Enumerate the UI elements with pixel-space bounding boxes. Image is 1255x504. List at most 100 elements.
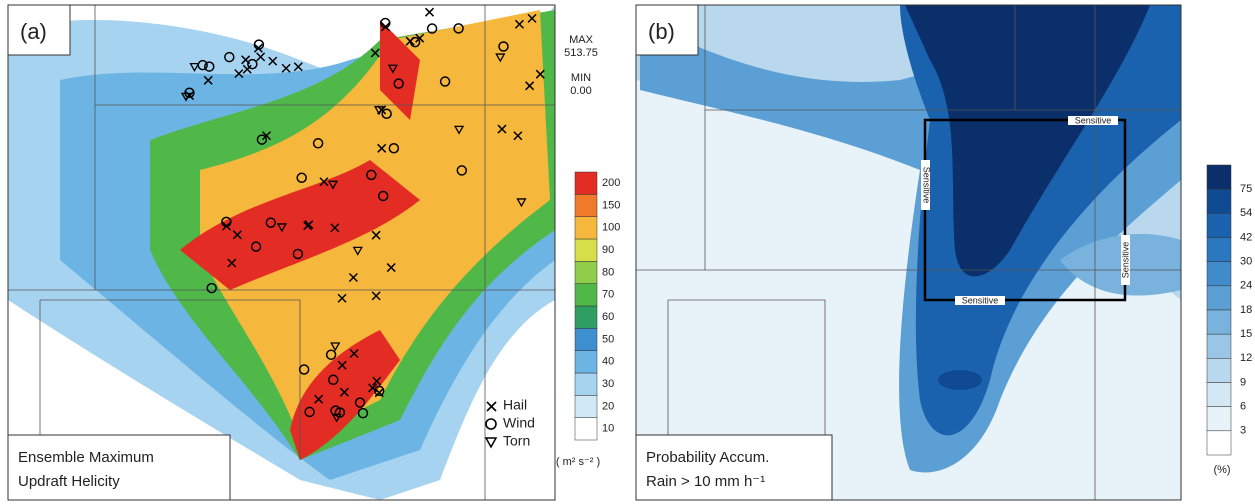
box-label: Sensitive [1075,115,1112,125]
marker-hail [222,221,232,231]
marker-wind [393,78,404,89]
colorbar-label: 90 [602,244,614,256]
colorbar-label: 6 [1240,401,1246,413]
colorbar-label: 30 [602,378,614,390]
marker-hail [339,387,349,397]
colorbar-swatch [1206,237,1232,262]
colorbar-label: 24 [1240,280,1252,292]
colorbar-swatch [574,194,598,217]
colorbar-label: 54 [1240,207,1252,219]
colorbar-swatch [1206,358,1232,383]
marker-hail [405,36,415,46]
marker-wind [292,248,304,260]
colorbar-label: 80 [602,266,614,278]
marker-wind [312,138,324,149]
panel-tag: (b) [648,19,675,44]
marker-hail [374,388,384,398]
marker-hail [337,293,347,303]
colorbar-label: 42 [1240,231,1252,243]
colorbar-label: 70 [602,289,614,301]
colorbar-swatch [574,417,598,441]
panel-tag: (a) [20,19,47,44]
colorbar-swatch [1206,382,1232,407]
marker-hail [348,272,358,283]
legend-label: Wind [503,415,535,431]
marker-wind [388,143,400,154]
marker-torn [387,64,399,74]
marker-hail [337,360,347,370]
colorbar-label: 15 [1240,328,1252,340]
colorbar-label: 200 [602,177,620,189]
marker-hail [242,64,252,74]
marker-hail [525,81,535,91]
marker-wind [247,58,258,70]
min-label: MIN [571,72,591,84]
marker-torn [330,342,341,352]
colorbar-swatch [574,350,598,374]
box-label: Sensitive [1120,242,1130,279]
marker-torn [189,63,200,72]
marker-wind [426,23,438,34]
colorbar-label: 12 [1240,352,1252,364]
panel-title: Rain > 10 mm h⁻¹ [646,473,765,490]
colorbar-label: 10 [602,423,614,435]
colorbar-swatch [1206,309,1232,335]
marker-hail [497,124,507,134]
units: ( m² s⁻² ) [556,456,600,468]
colorbar-swatch [1206,333,1232,359]
marker-wind [453,23,464,34]
marker-hail [513,131,523,141]
map-a [8,5,555,500]
colorbar-label: 3 [1240,425,1246,437]
marker-torn [495,53,506,63]
marker-wind [197,59,208,71]
marker-hail [349,348,359,359]
marker-hail [372,376,382,386]
marker-hail [330,223,340,233]
marker-wind [381,108,392,120]
colorbar-swatch [574,305,598,329]
panel-title: Probability Accum. [646,449,769,466]
marker-wind [224,51,235,63]
colorbar-swatch [1206,261,1232,287]
legend: Hail Wind Torn [484,397,535,449]
colorbar-swatch [574,283,598,307]
max-value: 513.75 [564,47,598,59]
panel-title: Updraft Helicity [18,473,120,490]
colorbar-swatch [574,261,598,284]
marker-hail [371,230,381,240]
marker-torn [516,198,527,208]
colorbar-label: 100 [602,222,620,234]
colorbar-swatch [574,238,598,262]
marker-hail [319,177,329,187]
marker-wind [377,190,389,202]
marker-hail [535,69,545,79]
marker-hail [227,258,237,268]
marker-torn [453,125,465,135]
marker-wind [296,172,307,184]
marker-hail [281,63,291,73]
marker-hail [368,383,378,393]
marker-wind [330,405,341,416]
marker-hail [234,69,244,79]
marker-torn [373,106,385,116]
colorbar-swatch [1206,213,1232,238]
marker-hail [514,19,524,29]
marker-wind [498,41,509,52]
marker-wind [328,374,339,386]
colorbar-label: 20 [602,400,614,412]
marker-wind [366,169,377,181]
marker-wind [456,165,468,176]
marker-hail [314,394,324,404]
colorbar-swatch [1206,285,1232,311]
colorbar-label: 60 [602,311,614,323]
marker-wind [256,134,268,145]
marker-hail [424,7,435,17]
marker-wind [357,407,369,419]
colorbar-swatch [574,372,598,396]
legend-label: Torn [503,433,530,449]
marker-hail [232,230,242,240]
marker-wind [325,349,337,360]
marker-hail [303,221,313,231]
